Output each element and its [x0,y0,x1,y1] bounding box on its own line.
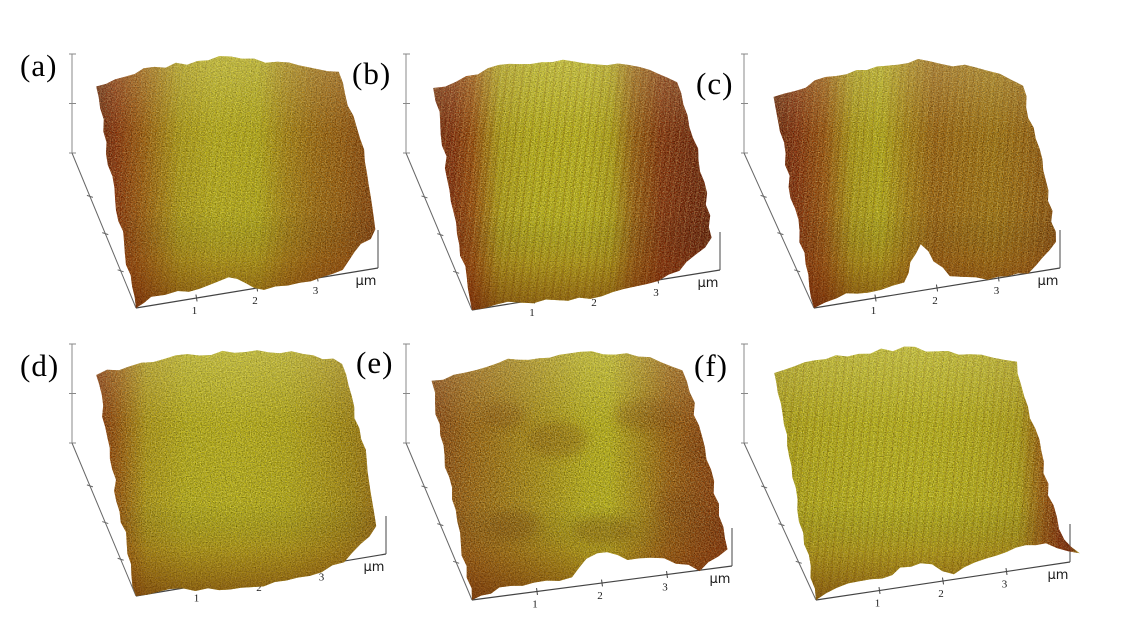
x-tick-label: 2 [256,582,262,594]
x-tick-label: 1 [192,305,198,317]
x-tick-label: 1 [871,305,877,317]
y-axis-tick [760,194,767,198]
y-axis-tick [453,270,460,274]
panel-b: (b) 1 2 3 µm [348,40,748,332]
surface-shading-b [433,59,712,311]
x-tick-label: 3 [1002,579,1008,591]
x-tick-label: 2 [252,295,258,307]
y-axis-line [405,442,473,601]
x-tick-label: 3 [319,572,325,584]
y-axis-tick [86,484,94,488]
panel-e: (e) 1 2 3 µm [348,330,748,622]
x-axis-tick [666,570,668,579]
x-tick-label: 1 [529,307,535,319]
afm-surface-plot-e: 1 2 3 µm [403,343,733,611]
x-axis-tick [941,577,945,585]
y-axis-tick [86,194,94,198]
afm-surface-plot-a: 1 2 3 µm [69,53,379,317]
x-axis-unit-label: µm [1038,274,1059,289]
x-axis-unit-label: µm [364,560,385,575]
surface-shading-f [774,346,1080,600]
panel-label-e: (e) [356,345,394,380]
afm-surface-plot-d: 1 2 3 µm [69,343,387,605]
y-axis-tick [795,560,802,564]
y-axis-tick [437,233,444,237]
x-tick-label: 2 [932,295,938,307]
y-axis-line [71,442,137,597]
panel-label-d: (d) [20,348,60,383]
x-tick-label: 2 [591,297,597,309]
afm-surface-plot-b: 1 2 3 µm [403,53,721,319]
x-axis-tick [878,586,881,595]
y-axis-tick [421,485,428,489]
y-axis-tick [453,560,460,564]
y-axis-tick [778,523,785,527]
x-axis-unit-label: µm [710,572,731,587]
surface-shading-a [96,56,376,308]
axes-b: 1 2 3 µm [403,53,721,319]
y-axis-line [743,442,817,601]
y-axis-tick [117,269,124,273]
afm-surface-plot-f: 1 2 3 µm [741,343,1080,610]
y-axis-tick [117,557,124,561]
x-tick-label: 1 [194,593,200,605]
x-axis-unit-label: µm [698,276,719,291]
x-tick-label: 1 [532,599,538,611]
axes-c: 1 2 3 µm [741,53,1061,317]
y-axis-tick [761,485,768,489]
panel-c: (c) 1 2 3 µm [686,40,1086,332]
x-tick-label: 3 [994,285,1000,297]
y-axis-tick [777,232,784,236]
surface-shading-c [773,59,1056,308]
x-tick-label: 3 [662,582,668,594]
afm-surface-plot-c: 1 2 3 µm [741,53,1061,317]
x-axis-tick [935,284,939,292]
y-axis-tick [421,195,428,199]
x-tick-label: 3 [313,285,319,297]
panel-label-f: (f) [694,348,728,383]
x-tick-label: 1 [875,598,881,610]
y-axis-line [743,152,815,309]
x-axis-unit-label: µm [1048,568,1069,583]
x-tick-label: 3 [653,287,659,299]
panel-f: (f) 1 2 3 µm [686,330,1086,622]
panel-d: (d) 1 2 3 µm [14,330,414,622]
axes-e: 1 2 3 µm [403,343,733,611]
y-axis-tick [437,523,444,527]
panel-label-b: (b) [352,56,392,91]
x-axis-tick [536,587,538,596]
surface-shading-e [431,351,728,600]
y-axis-line [71,152,137,309]
x-axis-tick [601,579,603,587]
axes-f: 1 2 3 µm [741,343,1071,610]
x-axis-tick [195,294,198,302]
panel-label-c: (c) [696,66,734,101]
x-axis-tick [874,294,877,302]
x-tick-label: 2 [597,590,603,602]
y-axis-tick [794,269,801,273]
panel-label-a: (a) [20,48,58,83]
y-axis-tick [102,521,109,525]
x-axis-unit-label: µm [356,274,377,289]
y-axis-line [405,152,473,311]
surface-shading-d [96,350,377,596]
y-axis-tick [102,232,109,236]
x-axis-tick [1005,567,1008,576]
panel-a: (a) 1 2 3 µm [14,40,414,332]
x-tick-label: 2 [938,588,944,600]
